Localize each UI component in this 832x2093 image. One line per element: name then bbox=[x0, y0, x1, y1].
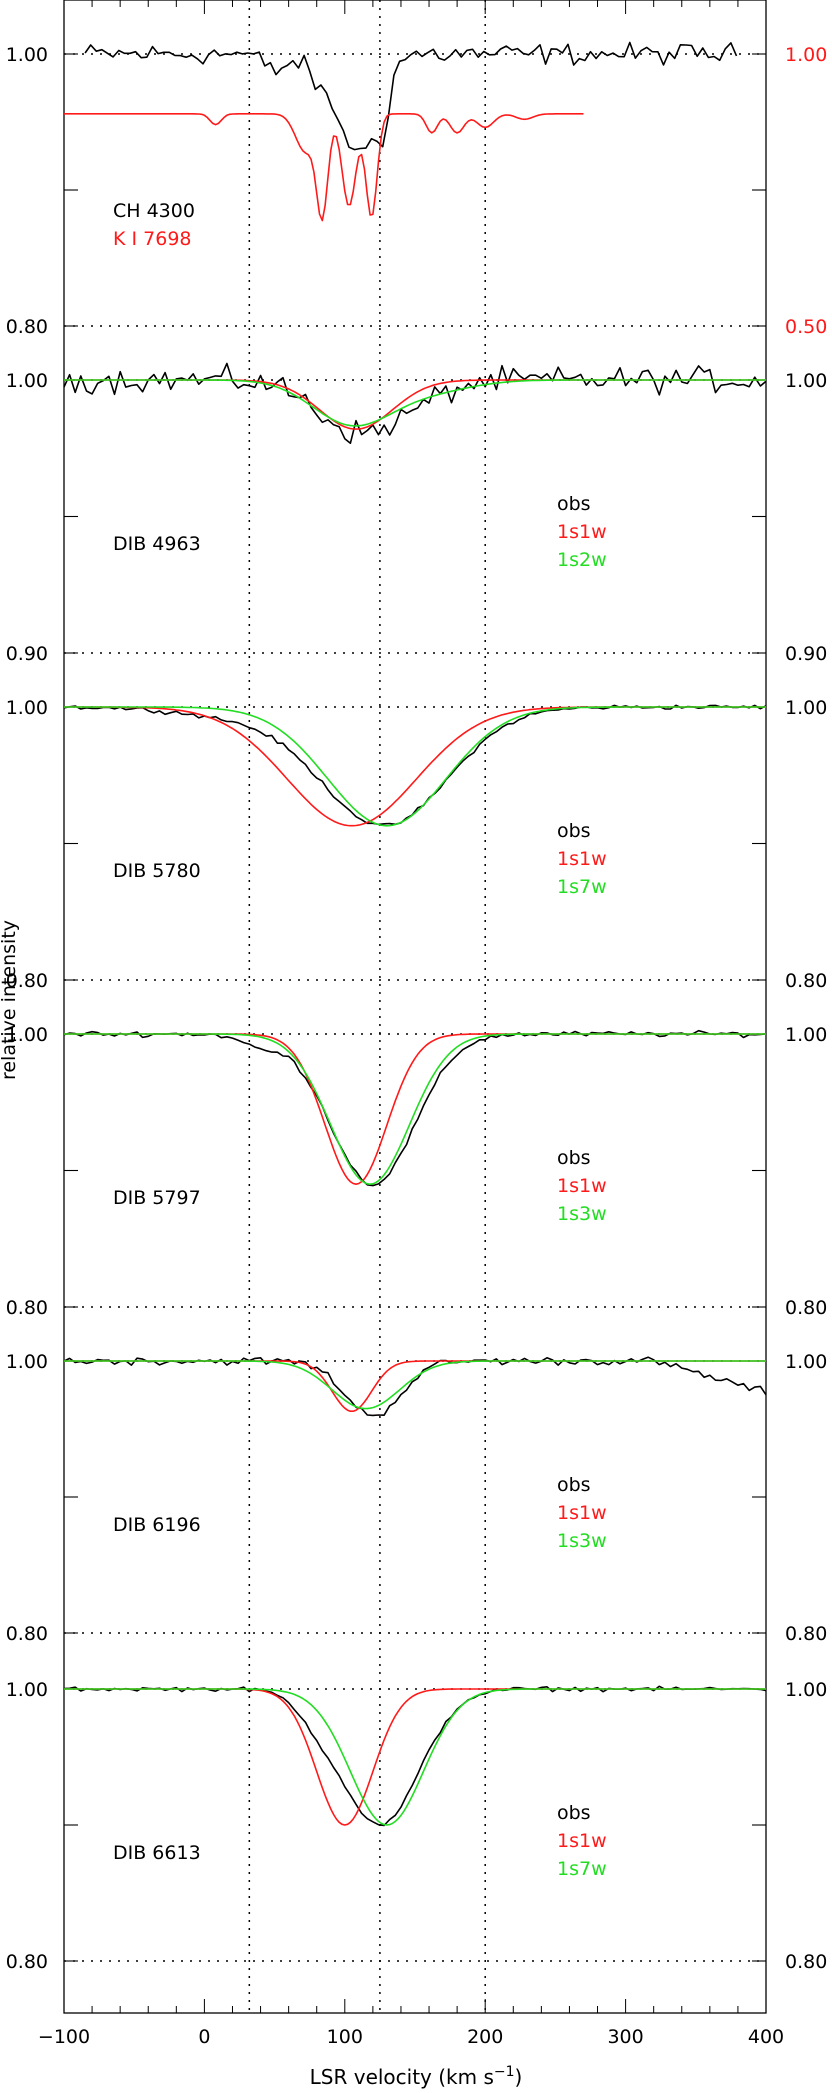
feature-label: DIB 5797 bbox=[113, 1187, 201, 1209]
x-tick-label: 100 bbox=[327, 2026, 363, 2048]
y-tick-label-right: 1.00 bbox=[785, 1351, 827, 1373]
y-tick-label-right: 0.90 bbox=[785, 643, 827, 665]
x-tick-label: 300 bbox=[607, 2026, 643, 2048]
legend-entry: obs bbox=[557, 1802, 591, 1824]
y-tick-label-right: 1.00 bbox=[785, 1679, 827, 1701]
series-line bbox=[64, 113, 584, 222]
legend-entry: 1s1w bbox=[557, 521, 607, 543]
x-tick-label: 400 bbox=[748, 2026, 784, 2048]
legend-entry: 1s7w bbox=[557, 876, 607, 898]
y-tick-label-left: 1.00 bbox=[6, 44, 48, 66]
series-label: CH 4300 bbox=[113, 200, 195, 222]
x-axis-label-close: ) bbox=[515, 2065, 523, 2089]
x-axis-label: LSR velocity (km s−1) bbox=[310, 2064, 523, 2089]
series-line bbox=[64, 1033, 766, 1185]
legend-entry: 1s1w bbox=[557, 1830, 607, 1852]
y-tick-label-left: 1.00 bbox=[6, 370, 48, 392]
y-tick-label-left: 0.80 bbox=[6, 970, 48, 992]
legend-entry: obs bbox=[557, 1474, 591, 1496]
series-line bbox=[64, 379, 766, 427]
y-tick-label-right: 1.00 bbox=[785, 370, 827, 392]
y-tick-label-left: 1.00 bbox=[6, 1351, 48, 1373]
y-tick-label-left: 0.80 bbox=[6, 1297, 48, 1319]
y-tick-label-right: 0.80 bbox=[785, 1297, 827, 1319]
series-line bbox=[64, 1360, 766, 1412]
legend-entry: 1s3w bbox=[557, 1203, 607, 1225]
series-line bbox=[64, 1688, 766, 1826]
y-tick-label-right: 0.80 bbox=[785, 970, 827, 992]
y-tick-label-left: 0.80 bbox=[6, 1951, 48, 1973]
feature-label: DIB 6613 bbox=[113, 1842, 201, 1864]
y-tick-label-left: 0.80 bbox=[6, 1623, 48, 1645]
y-tick-label-right: 1.00 bbox=[785, 1024, 827, 1046]
x-tick-label: −100 bbox=[38, 2026, 90, 2048]
x-axis-label-exponent: −1 bbox=[494, 2064, 515, 2080]
x-tick-label: 0 bbox=[198, 2026, 210, 2048]
series-line bbox=[64, 706, 766, 827]
legend-entry: 1s1w bbox=[557, 1502, 607, 1524]
legend-entry: 1s7w bbox=[557, 1858, 607, 1880]
legend-entry: obs bbox=[557, 1147, 591, 1169]
x-axis-label-text: LSR velocity (km s bbox=[310, 2065, 494, 2089]
series-line bbox=[64, 706, 766, 827]
feature-label: DIB 4963 bbox=[113, 533, 201, 555]
y-tick-label-right: 0.80 bbox=[785, 1623, 827, 1645]
y-axis-label: relative intensity bbox=[0, 920, 20, 1080]
plot-area: −100 0 100 200 300 400 1.00 0.80 1.00 0.50 CH 4300… bbox=[6, 0, 827, 2048]
y-tick-label-left: 0.80 bbox=[6, 316, 48, 338]
series-line bbox=[63, 1029, 767, 1187]
series-line bbox=[63, 1356, 767, 1417]
y-tick-label-left: 1.00 bbox=[6, 1024, 48, 1046]
series-line bbox=[64, 1360, 766, 1410]
series-label: K I 7698 bbox=[113, 228, 192, 250]
series-line bbox=[64, 1033, 766, 1185]
y-tick-label-left: 1.00 bbox=[6, 1679, 48, 1701]
series-line bbox=[63, 704, 767, 826]
legend-entry: 1s1w bbox=[557, 1175, 607, 1197]
series-line bbox=[63, 1685, 767, 1827]
y-tick-label-right: 0.80 bbox=[785, 1951, 827, 1973]
y-tick-label-left: 0.90 bbox=[6, 643, 48, 665]
feature-label: DIB 5780 bbox=[113, 860, 201, 882]
legend-entry: 1s3w bbox=[557, 1530, 607, 1552]
series-line bbox=[84, 41, 738, 151]
plot-frame bbox=[63, 0, 767, 2014]
legend-entry: obs bbox=[557, 493, 591, 515]
y-tick-label-right: 0.50 bbox=[785, 316, 827, 338]
legend-entry: 1s1w bbox=[557, 848, 607, 870]
series-line bbox=[64, 1688, 766, 1826]
x-tick-label: 200 bbox=[467, 2026, 503, 2048]
y-tick-label-right: 1.00 bbox=[785, 44, 827, 66]
feature-label: DIB 6196 bbox=[113, 1514, 201, 1536]
y-tick-label-right: 1.00 bbox=[785, 697, 827, 719]
series-line bbox=[63, 362, 767, 445]
legend-entry: obs bbox=[557, 820, 591, 842]
legend-entry: 1s2w bbox=[557, 549, 607, 571]
y-tick-label-left: 1.00 bbox=[6, 697, 48, 719]
